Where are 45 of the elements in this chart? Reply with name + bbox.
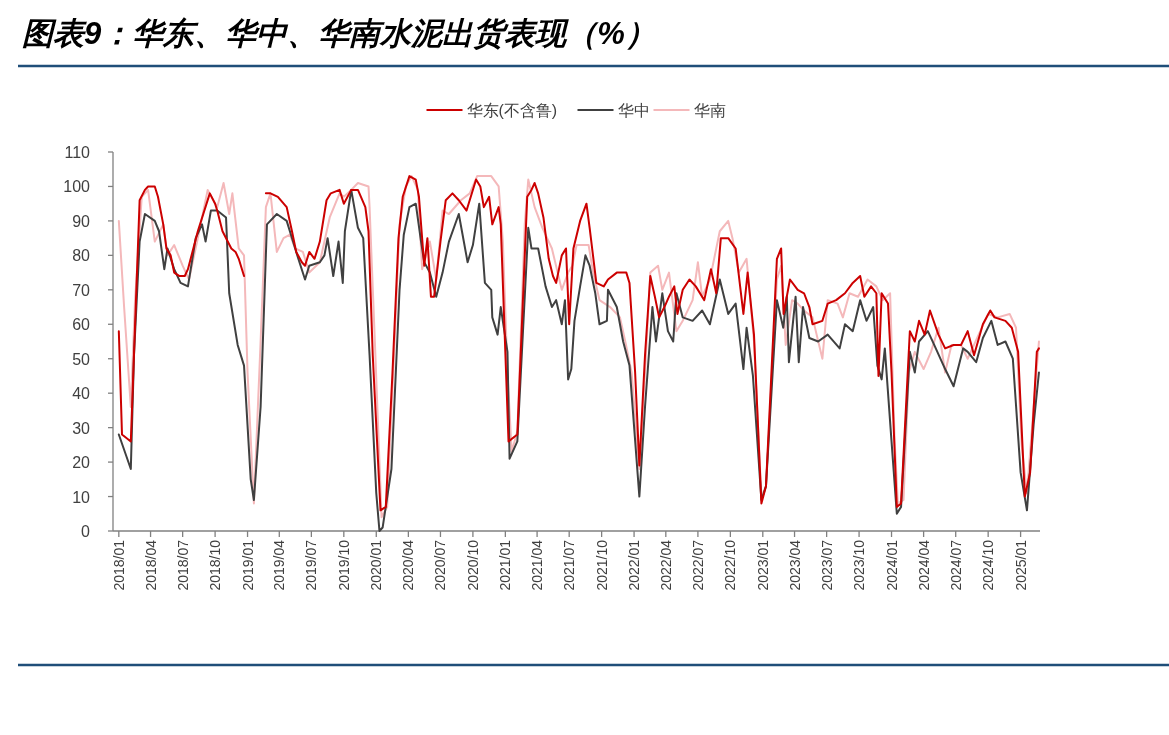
x-tick-label: 2019/10 [335, 539, 352, 591]
x-tick-label: 2021/01 [497, 539, 514, 591]
x-tick-label: 2022/10 [722, 539, 739, 591]
y-tick-label: 20 [72, 454, 91, 472]
x-tick-label: 2022/01 [626, 539, 643, 591]
y-tick-label: 80 [72, 247, 91, 265]
x-tick-label: 2024/07 [947, 539, 964, 591]
x-tick-label: 2020/01 [368, 539, 385, 591]
x-tick-label: 2024/10 [980, 539, 997, 591]
y-tick-label: 100 [63, 178, 91, 196]
x-tick-label: 2019/01 [239, 539, 256, 591]
x-tick-label: 2020/04 [400, 539, 417, 591]
x-tick-label: 2018/10 [207, 539, 224, 591]
x-tick-label: 2021/10 [593, 539, 610, 591]
x-tick-label: 2023/01 [754, 539, 771, 591]
legend-label: 华南 [693, 102, 726, 119]
x-tick-label: 2022/07 [689, 539, 706, 591]
x-tick-label: 2019/07 [303, 539, 320, 591]
x-tick-label: 2020/07 [432, 539, 449, 591]
y-tick-label: 70 [72, 281, 91, 299]
x-tick-label: 2022/04 [657, 539, 674, 591]
x-tick-label: 2025/01 [1012, 539, 1029, 591]
x-tick-label: 2023/04 [786, 539, 803, 591]
y-tick-label: 30 [72, 419, 91, 437]
y-tick-label: 40 [72, 385, 91, 403]
y-tick-label: 10 [72, 488, 91, 506]
x-tick-label: 2021/07 [561, 539, 578, 591]
y-tick-label: 90 [72, 212, 91, 230]
x-tick-label: 2024/04 [915, 539, 932, 591]
y-tick-label: 110 [64, 144, 91, 161]
y-tick-label: 0 [81, 523, 91, 540]
x-tick-label: 2019/04 [271, 539, 288, 591]
legend-label: 华中 [617, 102, 650, 119]
x-tick-label: 2023/07 [818, 539, 835, 591]
x-tick-label: 2024/01 [883, 539, 900, 591]
x-tick-label: 2023/10 [851, 539, 868, 591]
y-tick-label: 60 [72, 316, 91, 334]
x-tick-label: 2020/10 [464, 539, 481, 591]
x-tick-label: 2018/07 [174, 539, 191, 591]
x-tick-label: 2021/04 [529, 539, 546, 591]
legend-label: 华东(不含鲁) [466, 102, 558, 119]
title: 图表9：华东、华中、华南水泥出货表现（%） [22, 16, 656, 51]
y-tick-label: 50 [72, 350, 91, 368]
x-tick-label: 2018/01 [110, 539, 127, 591]
x-tick-label: 2018/04 [142, 539, 159, 591]
